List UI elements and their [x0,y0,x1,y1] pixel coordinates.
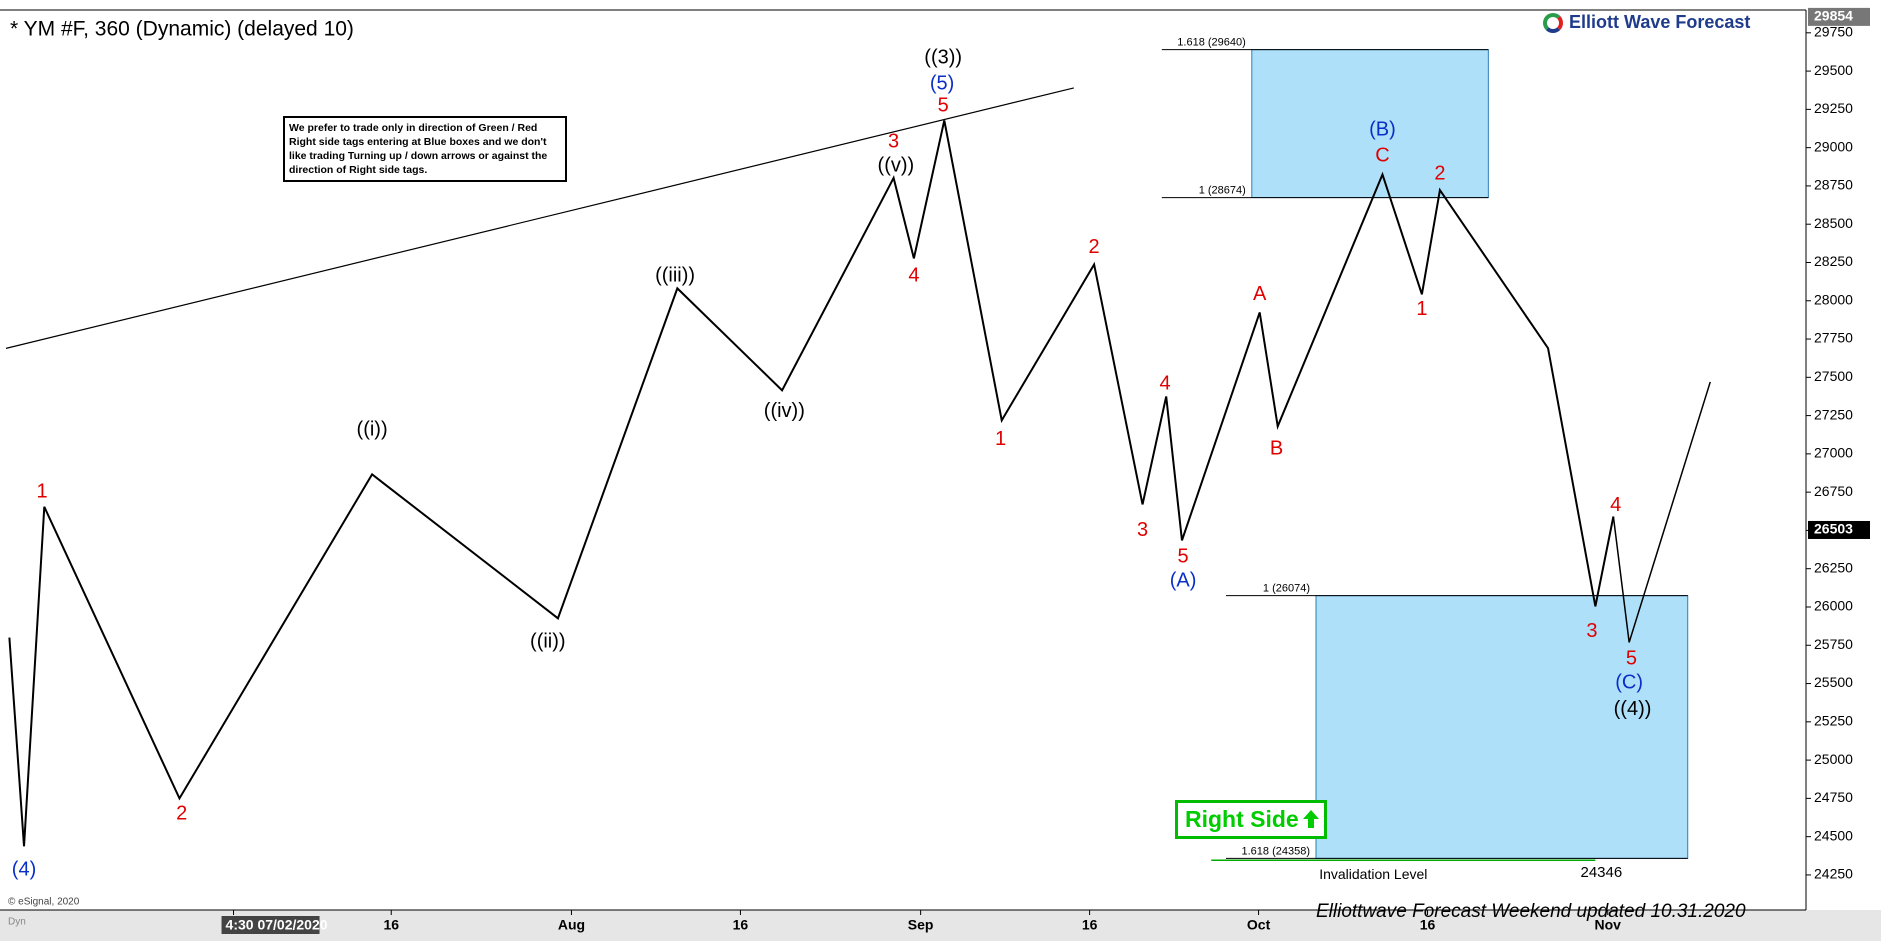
wave-label: 2 [1434,163,1445,185]
y-tick-label: 26250 [1814,559,1853,575]
y-tick-label: 24250 [1814,866,1853,882]
wave-label: 4 [908,265,919,287]
wave-label: (B) [1369,118,1396,140]
y-tick-label: 29500 [1814,62,1853,78]
x-tick-label: 16 [1082,917,1098,933]
y-tick-label: 29000 [1814,138,1853,154]
y-tick-label: 25500 [1814,674,1853,690]
wave-label: (C) [1615,672,1643,694]
wave-label: ((4)) [1614,698,1652,720]
wave-label: 5 [938,94,949,116]
wave-label: ((3)) [924,46,962,68]
x-tick-label: 16 [733,917,749,933]
x-tick-label: 4:30 07/02/2020 [226,917,328,933]
wave-label: ((iv)) [764,400,805,422]
y-tick-label: 28500 [1814,215,1853,231]
invalidation-value: 24346 [1581,864,1623,881]
y-tick-label: 27750 [1814,330,1853,346]
wave-label: B [1270,438,1283,460]
x-tick-label: Nov [1595,917,1622,933]
wave-label: 1 [995,428,1006,450]
right-side-tag: Right Side [1175,800,1327,839]
arrow-up-icon [1302,810,1319,828]
brand: Elliott Wave Forecast [1569,12,1751,32]
y-tick-label: 28750 [1814,177,1853,193]
wave-label: 3 [888,130,899,152]
invalidation-label: Invalidation Level [1319,866,1427,882]
y-tick-label: 26750 [1814,483,1853,499]
x-tick-badge [221,916,320,934]
y-tick-label: 24500 [1814,827,1853,843]
wave-label: (A) [1170,570,1197,592]
y-tick-label: 25000 [1814,751,1853,767]
wave-label: (5) [930,73,954,95]
wave-label: 1 [36,481,47,503]
fib-label: 1 (28674) [1199,184,1246,196]
y-tick-label: 27500 [1814,368,1853,384]
copyright: © eSignal, 2020 [8,897,80,908]
fib-label: 1.618 (24358) [1242,845,1311,857]
wave-label: 1 [1416,298,1427,320]
chart-title: * YM #F, 360 (Dynamic) (delayed 10) [10,18,354,41]
projection-line [1612,381,1711,643]
x-tick-label: 16 [383,917,399,933]
logo: Elliott Wave Forecast [1543,12,1750,33]
wave-label: ((ii)) [530,631,566,653]
y-tick-label: 27250 [1814,406,1853,422]
last-price-tag: 26503 [1814,521,1853,537]
wave-label: 2 [1089,236,1100,258]
y-tick-label: 25750 [1814,636,1853,652]
trendline [5,87,1074,349]
y-tick-label: 24750 [1814,789,1853,805]
y-tick-label: 25250 [1814,713,1853,729]
wave-label: 5 [1626,647,1637,669]
high-tag-bg [1808,7,1870,26]
wave-label: 4 [1160,373,1171,395]
price-line [8,120,1615,847]
wave-label: ((v)) [878,154,915,176]
wave-label: 4 [1610,494,1621,516]
logo-icon [1543,12,1563,33]
y-tick-label: 28000 [1814,291,1853,307]
x-tick-label: Aug [558,917,585,933]
wave-label: ((iii)) [655,265,695,287]
x-tick-label: Sep [908,917,934,933]
fib-label: 1 (26074) [1263,583,1310,595]
wave-label: C [1375,145,1389,167]
corner-label: Dyn [8,917,26,928]
wave-label: 3 [1137,519,1148,541]
wave-label: A [1253,283,1267,305]
last-price-tag-bg [1808,520,1870,539]
fib-box [1315,595,1689,859]
footer: Elliottwave Forecast Weekend updated 10.… [1316,901,1746,922]
y-tick-label: 29250 [1814,100,1853,116]
wave-label: (4) [12,859,36,881]
wave-label: ((i)) [357,418,388,440]
x-tick-label: 16 [1420,917,1436,933]
wave-label: 3 [1586,620,1597,642]
note: We prefer to trade only in direction of … [283,116,567,182]
wave-label: 2 [176,802,187,824]
right-side-text: Right Side [1185,806,1299,832]
y-tick-label: 29750 [1814,24,1853,40]
wave-label: 5 [1178,546,1189,568]
y-tick-label: 27000 [1814,445,1853,461]
fib-label: 1.618 (29640) [1177,37,1246,49]
y-tick-label: 26000 [1814,598,1853,614]
x-tick-label: Oct [1247,917,1271,933]
high-tag: 29854 [1814,8,1853,24]
y-tick-label: 28250 [1814,253,1853,269]
fib-box [1251,49,1489,199]
